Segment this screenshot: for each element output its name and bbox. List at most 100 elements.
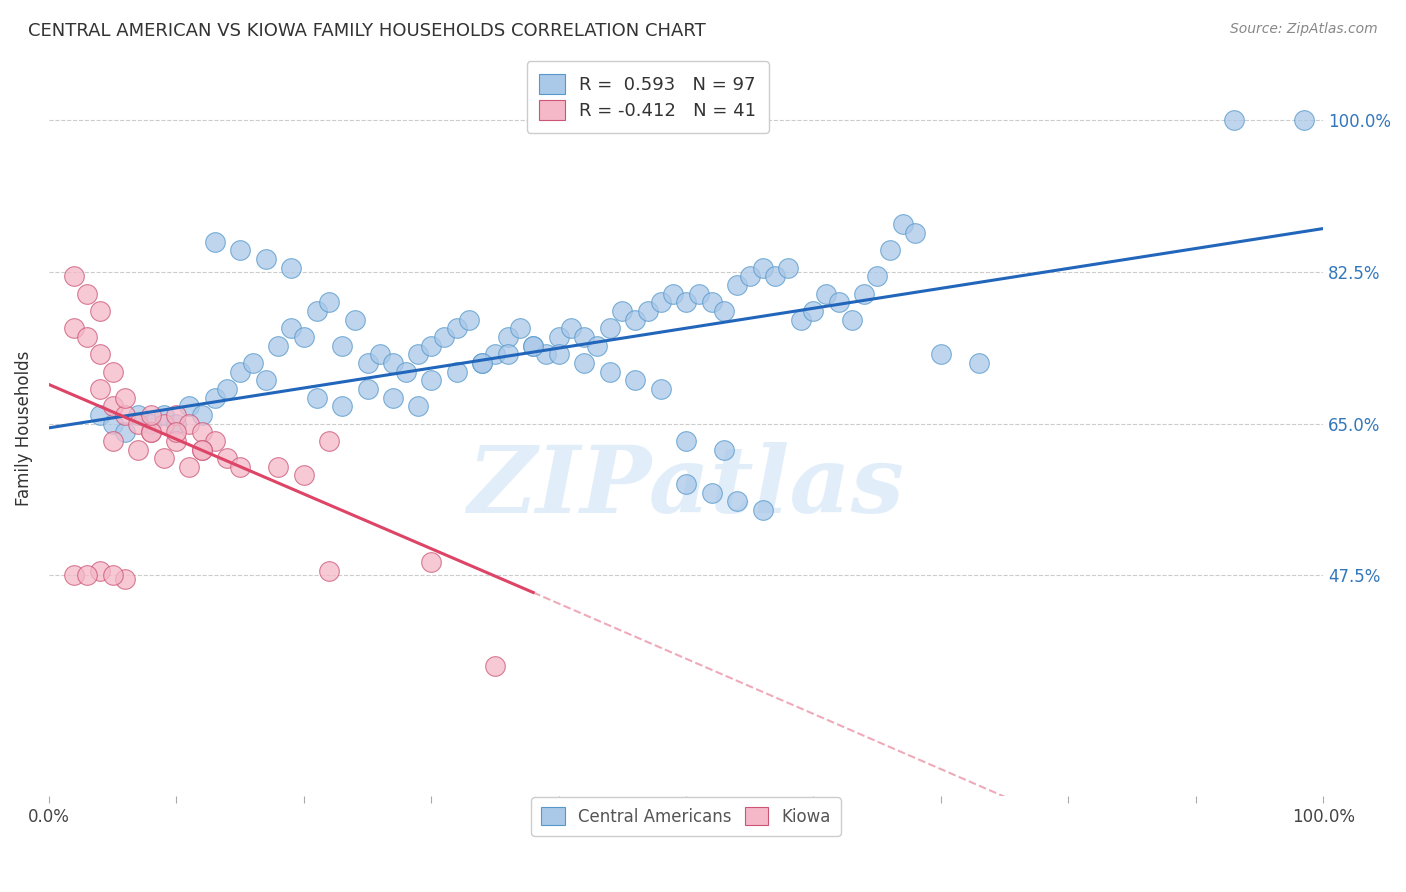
Point (408, 347, 430, 361)
Text: ZIPatlas: ZIPatlas (468, 442, 904, 532)
Point (254, 252, 277, 266)
Point (89, 347, 111, 361)
Point (292, 468, 315, 483)
Text: Source: ZipAtlas.com: Source: ZipAtlas.com (1230, 22, 1378, 37)
Point (63, 269, 86, 284)
Point (292, 330, 315, 344)
Point (904, 226, 927, 240)
Point (267, 459, 290, 474)
Point (101, 417, 124, 431)
Point (662, 286, 685, 301)
Point (763, 269, 786, 284)
Point (446, 321, 468, 335)
Point (165, 417, 187, 431)
Point (318, 564, 340, 578)
Point (89, 382, 111, 396)
Point (713, 442, 735, 457)
Point (395, 365, 418, 379)
Point (318, 434, 340, 448)
Point (725, 277, 748, 292)
Point (101, 434, 124, 448)
Point (139, 417, 162, 431)
Point (139, 425, 162, 440)
Point (637, 304, 659, 318)
Point (204, 235, 226, 249)
Point (179, 417, 201, 431)
Point (179, 399, 201, 413)
Point (967, 356, 990, 370)
Point (624, 373, 647, 387)
Point (114, 573, 136, 587)
Point (356, 382, 378, 396)
Point (127, 417, 149, 431)
Point (1292, 113, 1315, 128)
Point (586, 338, 609, 352)
Point (929, 347, 952, 361)
Point (229, 365, 252, 379)
Point (217, 382, 239, 396)
Point (650, 382, 672, 396)
Point (191, 408, 214, 422)
Point (114, 391, 136, 405)
Point (76, 568, 98, 582)
Point (101, 568, 124, 582)
Point (408, 399, 430, 413)
Y-axis label: Family Households: Family Households (15, 351, 32, 506)
Point (572, 330, 595, 344)
Point (751, 503, 773, 517)
Point (127, 442, 149, 457)
Point (458, 312, 481, 326)
Point (242, 356, 264, 370)
Point (152, 417, 174, 431)
Point (879, 244, 901, 258)
Point (713, 304, 735, 318)
Point (433, 330, 456, 344)
Point (471, 356, 494, 370)
Point (280, 260, 302, 275)
Point (204, 434, 226, 448)
Text: CENTRAL AMERICAN VS KIOWA FAMILY HOUSEHOLDS CORRELATION CHART: CENTRAL AMERICAN VS KIOWA FAMILY HOUSEHO… (28, 22, 706, 40)
Point (522, 338, 544, 352)
Point (89, 408, 111, 422)
Point (229, 244, 252, 258)
Point (612, 304, 634, 318)
Point (509, 321, 531, 335)
Point (63, 568, 86, 582)
Point (1223, 113, 1246, 128)
Point (217, 451, 239, 466)
Point (152, 408, 174, 422)
Point (89, 304, 111, 318)
Point (179, 459, 201, 474)
Point (420, 338, 443, 352)
Point (572, 356, 595, 370)
Point (675, 434, 697, 448)
Point (165, 408, 187, 422)
Point (700, 485, 723, 500)
Point (127, 408, 149, 422)
Point (76, 286, 98, 301)
Point (484, 347, 506, 361)
Point (866, 269, 889, 284)
Point (725, 494, 748, 508)
Point (776, 260, 799, 275)
Point (114, 425, 136, 440)
Point (101, 365, 124, 379)
Point (496, 330, 519, 344)
Point (828, 295, 851, 310)
Point (254, 373, 277, 387)
Point (496, 347, 519, 361)
Point (599, 365, 621, 379)
Point (305, 304, 328, 318)
Point (547, 330, 569, 344)
Point (330, 338, 353, 352)
Point (76, 330, 98, 344)
Point (853, 286, 876, 301)
Point (280, 321, 302, 335)
Point (738, 269, 761, 284)
Point (152, 451, 174, 466)
Point (446, 365, 468, 379)
Point (382, 391, 405, 405)
Point (624, 312, 647, 326)
Point (356, 356, 378, 370)
Point (599, 321, 621, 335)
